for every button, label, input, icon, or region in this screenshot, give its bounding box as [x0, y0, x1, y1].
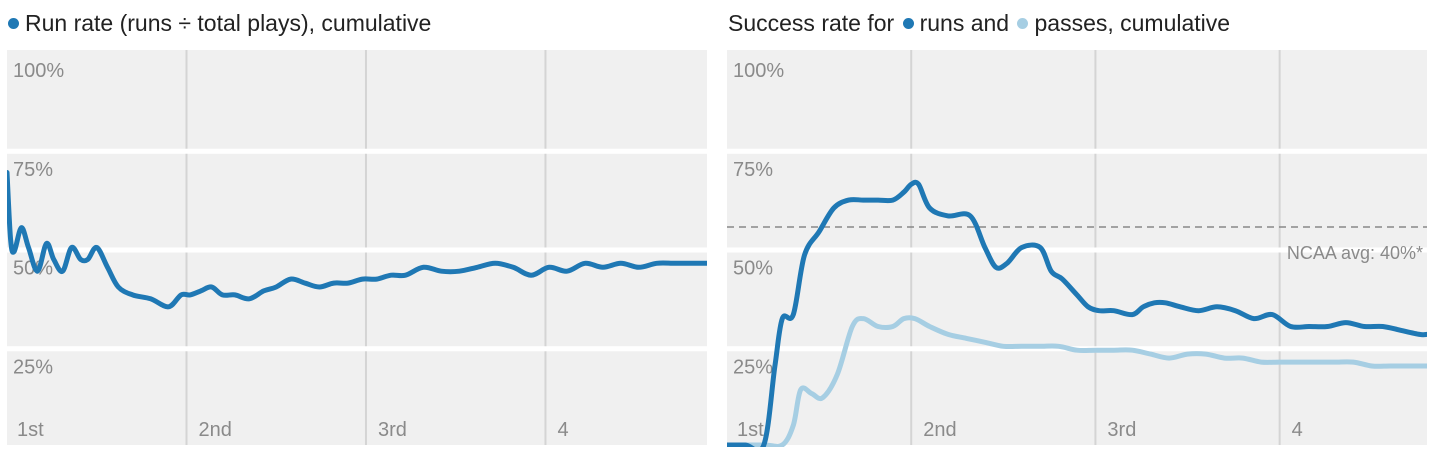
run-rate-title-text: Run rate (runs ÷ total plays), cumulativ…	[25, 10, 432, 36]
y-tick-label: 75%	[733, 159, 773, 181]
success-rate-chart: 25% 50% 75% 100% 1st 2nd 3rd 4 NCAA avg: 40%*	[727, 50, 1427, 447]
horizontal-band-gap	[727, 148, 1427, 154]
y-tick-label: 100%	[13, 60, 64, 82]
run-rate-plot: 25% 50% 75% 100% 1st 2nd 3rd 4	[7, 50, 707, 447]
y-tick-label: 100%	[733, 60, 784, 82]
y-tick-label: 75%	[13, 159, 53, 181]
ncaa-average-label: NCAA avg: 40%*	[1287, 243, 1423, 263]
success-rate-panel: Success rate for runs and passes, cumula…	[720, 0, 1430, 450]
x-tick-label: 1st	[737, 419, 764, 441]
horizontal-band-gap	[7, 148, 707, 154]
x-tick-label: 4	[1292, 419, 1303, 441]
passes-legend-label: passes, cumulative	[1034, 10, 1231, 36]
passes-legend-dot	[1017, 17, 1029, 29]
y-tick-label: 25%	[733, 356, 773, 378]
x-tick-label: 3rd	[1107, 419, 1136, 441]
runs-legend-label: runs and	[919, 10, 1010, 36]
y-tick-label: 25%	[13, 356, 53, 378]
runs-legend-dot	[902, 17, 914, 29]
passes-series-line	[727, 315, 1427, 447]
success-rate-plot: 25% 50% 75% 100% 1st 2nd 3rd 4 NCAA avg: 40%*	[727, 50, 1427, 447]
success-rate-title-prefix: Success rate for	[728, 10, 895, 36]
horizontal-band-gap	[727, 247, 1427, 253]
x-tick-label: 3rd	[378, 419, 407, 441]
x-tick-label: 2nd	[198, 419, 231, 441]
run-rate-chart: 25%50%75%100%1st 2nd 3rd 4	[7, 50, 707, 445]
run-rate-series-line	[7, 170, 707, 310]
horizontal-band-gap	[7, 247, 707, 253]
x-tick-label: 1st	[17, 419, 44, 441]
runs-series-line	[727, 179, 1427, 447]
x-tick-label: 4	[557, 419, 568, 441]
x-tick-label: 2nd	[923, 419, 956, 441]
success-rate-title: Success rate for runs and passes, cumula…	[728, 8, 1230, 38]
horizontal-band-gap	[7, 346, 707, 352]
run-rate-panel: Run rate (runs ÷ total plays), cumulativ…	[7, 8, 707, 447]
y-tick-label: 50%	[733, 258, 773, 280]
runs-legend-dot	[8, 17, 19, 29]
run-rate-title: Run rate (runs ÷ total plays), cumulativ…	[8, 8, 431, 38]
